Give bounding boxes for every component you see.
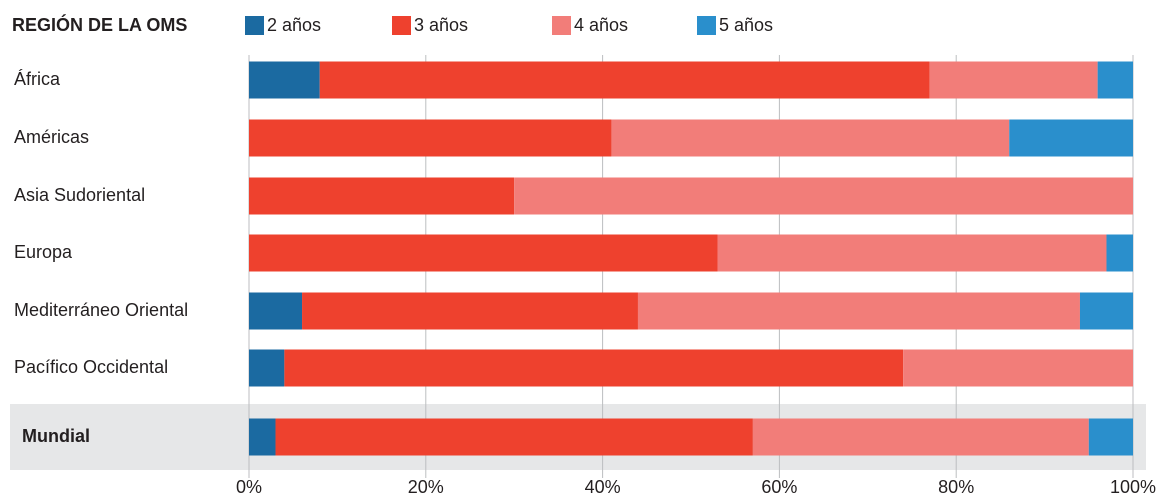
- bar-segment: [249, 177, 515, 215]
- y-tick-label: Europa: [14, 242, 73, 262]
- legend-label: 5 años: [719, 15, 773, 35]
- legend-swatch: [552, 16, 571, 35]
- legend-swatch: [245, 16, 264, 35]
- bar-segment: [1079, 292, 1133, 330]
- y-axis-label: REGIÓN DE LA OMS: [12, 14, 187, 35]
- x-tick-label: 60%: [761, 477, 797, 497]
- legend-label: 4 años: [574, 15, 628, 35]
- y-tick-label: Pacífico Occidental: [14, 357, 168, 377]
- legend-label: 2 años: [267, 15, 321, 35]
- bar-segment: [249, 119, 612, 157]
- x-tick-label: 20%: [408, 477, 444, 497]
- bar-segment: [929, 61, 1098, 99]
- bar-segment: [249, 292, 303, 330]
- y-tick-label: África: [14, 69, 61, 89]
- y-tick-label: Américas: [14, 127, 89, 147]
- bar-segment: [514, 177, 1133, 215]
- bar-segment: [1088, 418, 1133, 456]
- bar-segment: [1097, 61, 1133, 99]
- y-tick-label: Mediterráneo Oriental: [14, 300, 188, 320]
- bar-segment: [249, 349, 285, 387]
- bar-segment: [249, 234, 718, 272]
- bar-segment: [611, 119, 1010, 157]
- x-tick-label: 40%: [585, 477, 621, 497]
- bar-segment: [1009, 119, 1133, 157]
- y-tick-label: Mundial: [22, 426, 90, 446]
- bars: [249, 61, 1133, 456]
- legend-label: 3 años: [414, 15, 468, 35]
- y-tick-label: Asia Sudoriental: [14, 185, 145, 205]
- x-tick-label: 100%: [1110, 477, 1156, 497]
- legend-swatch: [697, 16, 716, 35]
- x-tick-label: 0%: [236, 477, 262, 497]
- bar-segment: [284, 349, 904, 387]
- bar-segment: [903, 349, 1133, 387]
- bar-segment: [275, 418, 753, 456]
- legend-swatch: [392, 16, 411, 35]
- bar-segment: [637, 292, 1080, 330]
- bar-segment: [302, 292, 638, 330]
- x-tick-label: 80%: [938, 477, 974, 497]
- bar-segment: [319, 61, 930, 99]
- bar-segment: [249, 418, 276, 456]
- bar-segment: [1106, 234, 1133, 272]
- bar-segment: [249, 61, 320, 99]
- bar-segment: [752, 418, 1089, 456]
- bar-segment: [717, 234, 1107, 272]
